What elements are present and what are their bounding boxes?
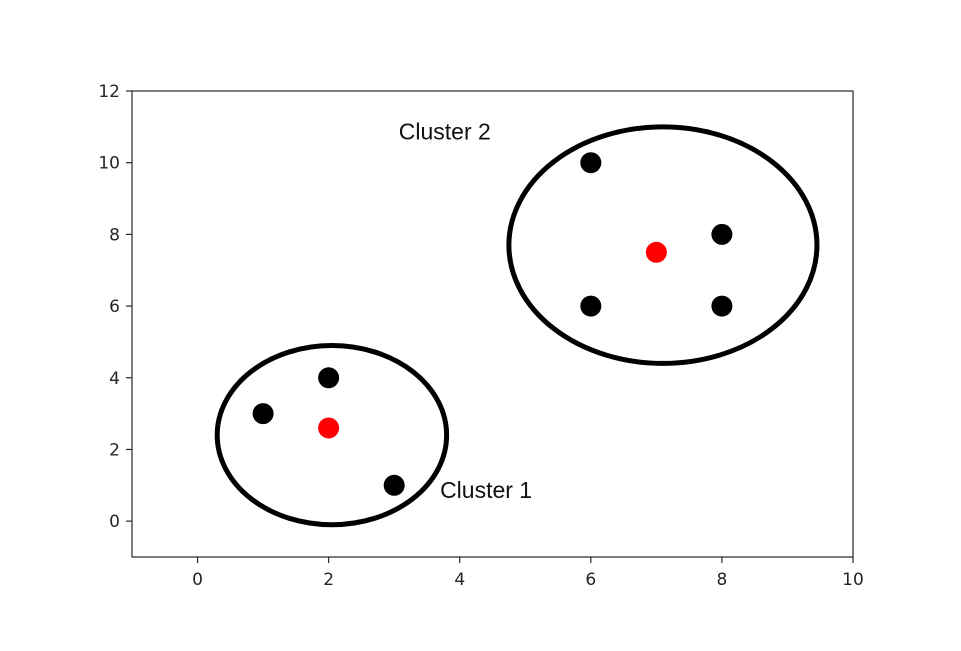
y-tick-label: 6	[109, 297, 120, 317]
data-point	[318, 367, 340, 389]
x-tick-label: 0	[192, 570, 203, 590]
x-tick-label: 8	[716, 570, 727, 590]
y-tick-label: 8	[109, 225, 120, 245]
data-point	[580, 152, 602, 174]
centroid-point	[645, 241, 667, 263]
y-tick-label: 10	[98, 154, 120, 174]
cluster-annotation-1: Cluster 1	[440, 477, 532, 503]
y-tick-label: 4	[109, 369, 120, 389]
centroid-point	[318, 417, 340, 439]
cluster-annotation-2: Cluster 2	[399, 118, 491, 144]
y-tick-label: 0	[109, 512, 120, 532]
cluster-outline-2	[506, 124, 820, 366]
cluster-outline-1	[214, 343, 450, 528]
data-point	[711, 223, 733, 245]
data-point	[580, 295, 602, 317]
data-point	[711, 295, 733, 317]
plot-frame	[131, 90, 854, 558]
data-point	[252, 403, 274, 425]
x-tick-label: 6	[585, 570, 596, 590]
x-tick-label: 4	[454, 570, 465, 590]
data-point	[383, 474, 405, 496]
x-tick-label: 2	[323, 570, 334, 590]
y-tick-label: 2	[109, 440, 120, 460]
y-tick-label: 12	[98, 82, 120, 102]
x-tick-label: 10	[842, 570, 864, 590]
